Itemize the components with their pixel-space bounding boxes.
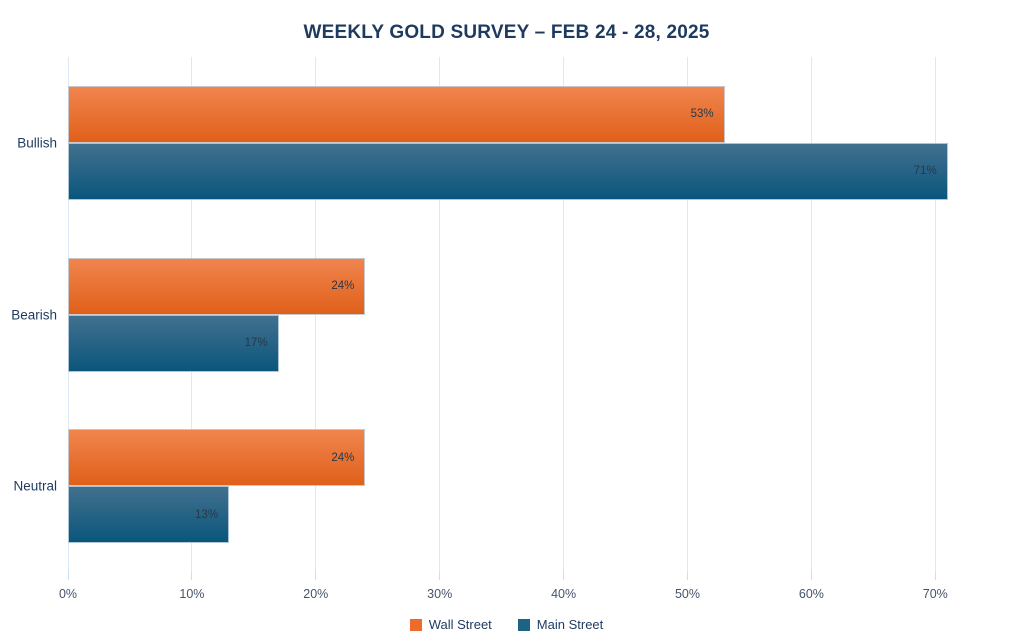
x-tick-label: 70%	[922, 587, 948, 601]
tick-mark	[687, 572, 688, 580]
bar-value-label: 24%	[331, 451, 355, 464]
bar-value-label: 71%	[913, 165, 937, 178]
gridline	[315, 57, 317, 572]
legend-item-wall-street: Wall Street	[409, 617, 492, 632]
bar-wall-street-bullish: 53%	[68, 85, 725, 143]
bar-main-street-neutral: 13%	[68, 486, 230, 544]
tick-mark	[563, 572, 565, 580]
bar-wall-street-bearish: 24%	[68, 257, 366, 315]
x-tick-label: 50%	[674, 587, 701, 601]
x-tick-label: 10%	[179, 587, 205, 601]
gridline	[563, 57, 565, 572]
category-label-bullish: Bullish	[17, 135, 57, 151]
gridline	[934, 57, 936, 572]
gridline	[810, 57, 812, 572]
tick-mark	[810, 572, 812, 580]
legend-label: Main Street	[536, 617, 604, 632]
tick-mark	[67, 572, 69, 580]
legend-swatch-main-street	[517, 618, 530, 631]
bar-main-street-bearish: 17%	[68, 314, 279, 372]
bar-wall-street-neutral: 24%	[68, 429, 366, 487]
chart-title: WEEKLY GOLD SURVEY – FEB 24 - 28, 2025	[303, 22, 710, 43]
bar-main-street-bullish: 71%	[68, 142, 948, 200]
bar-value-label: 24%	[331, 280, 355, 292]
plot-area: 0% 10% 20% 30% 40% 50% 60% 70% 53% 71% 24% 17% 24% 13…	[59, 57, 1013, 601]
bar-value-label: 13%	[195, 508, 219, 521]
tick-mark	[934, 572, 936, 580]
tick-mark	[315, 572, 317, 580]
x-tick-label: 30%	[427, 587, 453, 601]
x-tick-label: 20%	[303, 587, 329, 601]
legend-swatch-wall-street	[409, 618, 422, 631]
x-tick-label: 60%	[798, 587, 824, 601]
bar-value-label: 53%	[690, 108, 714, 121]
category-label-bearish: Bearish	[11, 307, 57, 322]
gridline	[439, 57, 441, 572]
bar-value-label: 17%	[244, 337, 268, 349]
x-tick-label: 0%	[58, 587, 78, 601]
tick-mark	[439, 572, 441, 580]
tick-mark	[191, 572, 193, 580]
legend: Wall Street Main Street	[0, 617, 1013, 632]
x-tick-label: 40%	[551, 587, 577, 601]
legend-label: Wall Street	[428, 617, 492, 632]
legend-item-main-street: Main Street	[517, 617, 604, 632]
category-label-neutral: Neutral	[13, 478, 57, 494]
gridline	[687, 57, 688, 572]
